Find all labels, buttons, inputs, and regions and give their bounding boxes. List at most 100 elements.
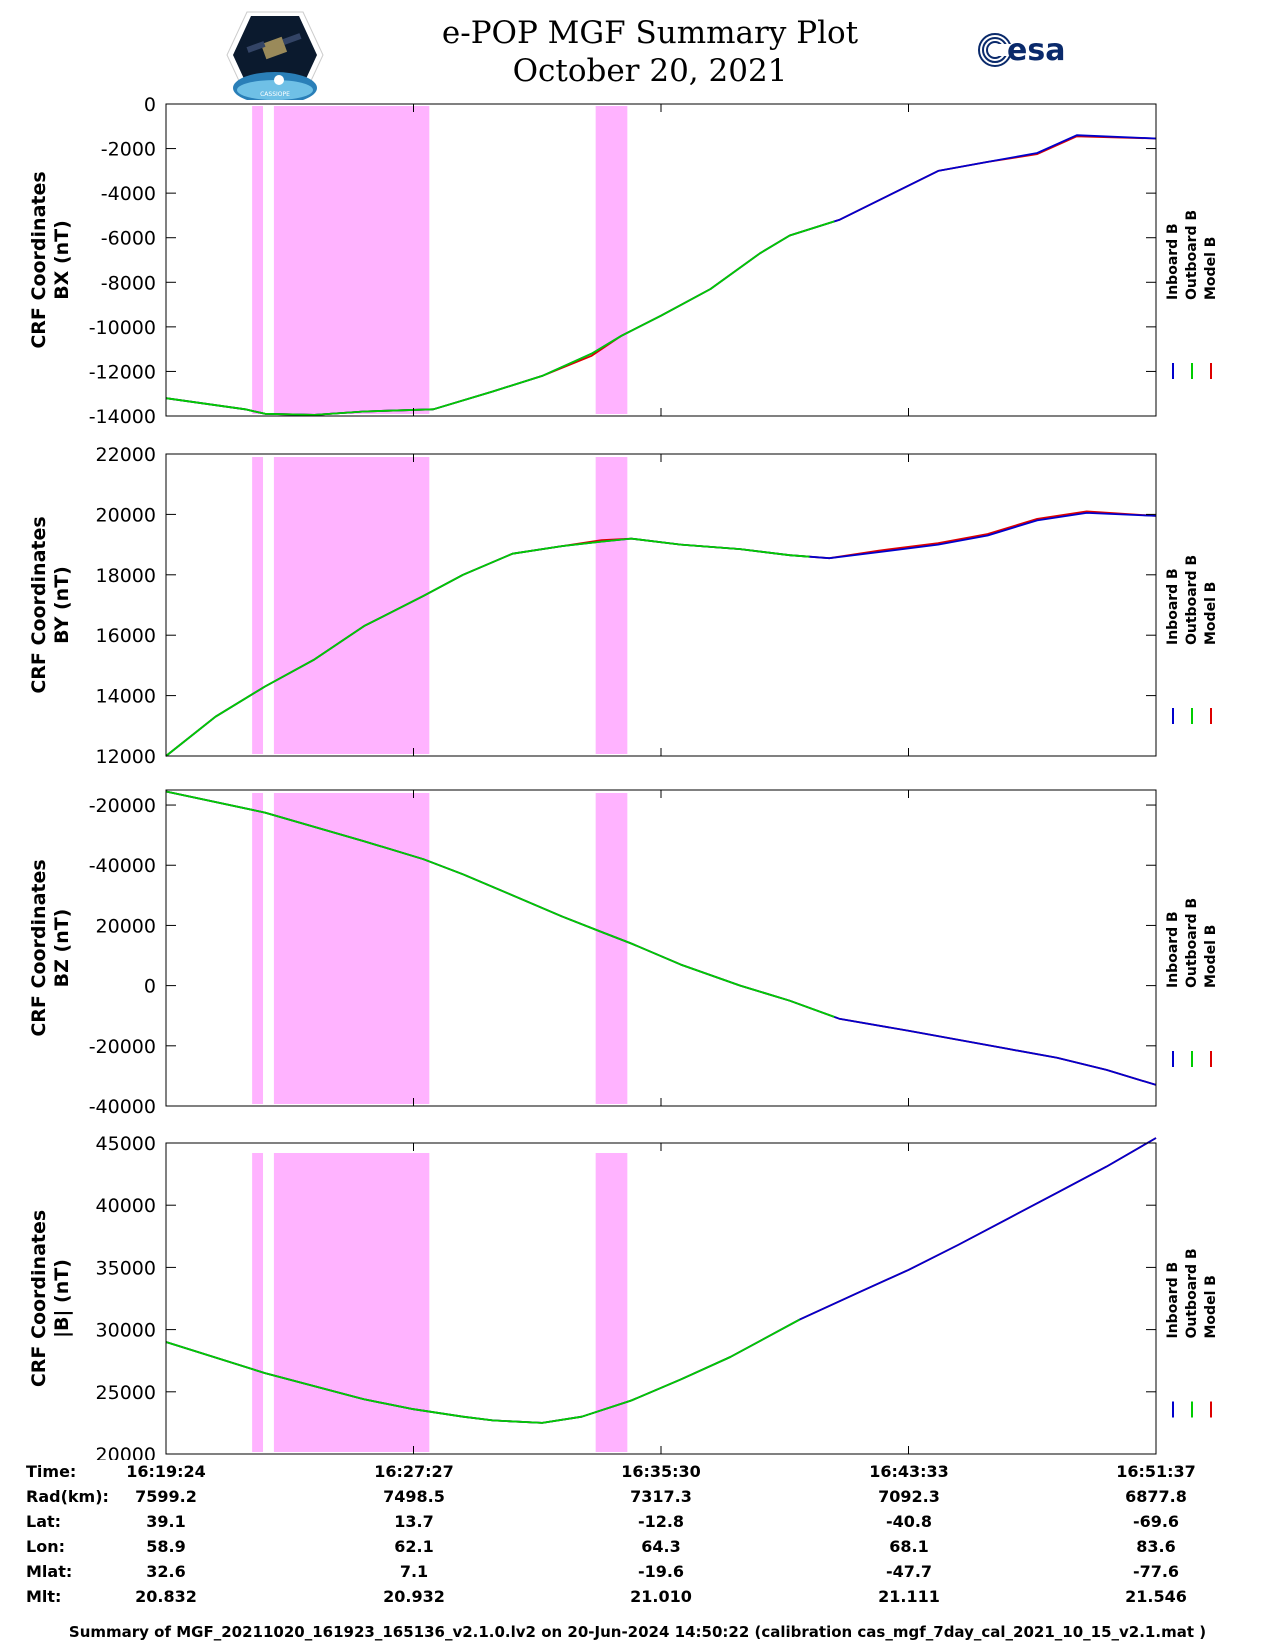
y-tick-label: -10000	[89, 317, 156, 339]
orbit-value: 13.7	[394, 1512, 434, 1531]
series-line-outboard-b	[165, 220, 835, 416]
y-axis-label: CRF CoordinatesBY (nT)	[28, 516, 73, 693]
shaded-interval-2	[273, 793, 430, 1104]
y-tick-label: 14000	[96, 686, 156, 708]
shaded-interval-1	[252, 1153, 264, 1452]
shaded-interval-2	[273, 1153, 430, 1452]
orbit-value: 21.546	[1125, 1587, 1187, 1606]
shaded-interval-2	[273, 106, 430, 414]
y-tick-label: -40000	[89, 855, 156, 877]
y-axis-label-line1: CRF Coordinates	[28, 171, 50, 348]
y-tick-label: -6000	[101, 228, 156, 250]
panel-2: 22000 20000 18000 16000 14000 12000 CRF Coordi…	[28, 444, 1219, 768]
y-tick-label: 0	[144, 976, 156, 998]
y-tick-label: -40000	[89, 1096, 156, 1118]
orbit-value: 7317.3	[630, 1487, 692, 1506]
orbit-value: -47.7	[885, 1562, 933, 1581]
orbit-value: 16:19:24	[126, 1462, 206, 1481]
header: CASSIOPE e-POP MGF Summary Plot October …	[0, 0, 1275, 104]
shaded-interval-3	[595, 793, 628, 1104]
shaded-interval-1	[252, 793, 264, 1104]
orbit-value: 83.6	[1136, 1537, 1176, 1556]
series-line-outboard-b	[165, 790, 835, 1018]
y-axis-label: CRF Coordinates|B| (nT)	[28, 1210, 73, 1387]
orbit-value: -12.8	[637, 1512, 685, 1531]
y-tick-label: -4000	[101, 183, 156, 205]
y-tick-label: 22000	[96, 444, 156, 466]
magnetometer-plots: 0 -2000 -4000 -6000 -8000 -10000 -12000 -14000 C…	[28, 94, 1219, 1460]
y-axis-label-line1: CRF Coordinates	[28, 859, 50, 1036]
y-tick-label: -20000	[89, 795, 156, 817]
y-tick-label: 20000	[96, 504, 156, 526]
orbit-value: 7.1	[399, 1562, 429, 1581]
y-tick-label: 0	[144, 94, 156, 116]
y-axis-label: CRF CoordinatesBZ (nT)	[28, 859, 73, 1036]
orbit-row-label: Lat:	[26, 1512, 62, 1531]
orbit-value: 39.1	[146, 1512, 186, 1531]
esa-logo: esa	[975, 30, 1095, 70]
legend-label: Inboard B	[1165, 1262, 1181, 1339]
orbit-row-label: Mlat:	[26, 1562, 73, 1581]
orbit-value: 20.832	[135, 1587, 197, 1606]
legend-label: Outboard B	[1184, 898, 1200, 988]
shaded-interval-3	[595, 1153, 628, 1452]
y-axis-label-line2: BY (nT)	[51, 566, 73, 644]
y-tick-label: 40000	[96, 1195, 156, 1217]
svg-text:esa: esa	[1007, 33, 1065, 68]
y-tick-label: -12000	[89, 361, 156, 383]
y-tick-label: 35000	[96, 1257, 156, 1279]
orbit-row-label: Rad(km):	[26, 1487, 109, 1506]
legend-label: Inboard B	[1165, 911, 1181, 988]
orbit-value: 62.1	[394, 1537, 434, 1556]
legend-label: Outboard B	[1184, 555, 1200, 645]
orbit-value: 7498.5	[383, 1487, 445, 1506]
orbit-row-label: Lon:	[26, 1537, 65, 1556]
y-tick-label: -2000	[101, 139, 156, 161]
panel-1: 0 -2000 -4000 -6000 -8000 -10000 -12000 -14000 C…	[28, 94, 1219, 428]
y-axis-label-line2: |B| (nT)	[51, 1259, 73, 1338]
shaded-interval-3	[595, 106, 628, 414]
series-line-outboard-b	[165, 1318, 801, 1424]
legend-label: Outboard B	[1184, 210, 1200, 300]
orbit-value: 68.1	[889, 1537, 929, 1556]
y-tick-label: -8000	[101, 272, 156, 294]
y-tick-label: 25000	[96, 1382, 156, 1404]
orbit-value: 7092.3	[878, 1487, 940, 1506]
y-tick-label: 16000	[96, 625, 156, 647]
series-line-outboard-b	[165, 537, 810, 757]
svg-text:CASSIOPE: CASSIOPE	[260, 91, 290, 98]
orbit-value: -69.6	[1132, 1512, 1180, 1531]
y-axis-label-line1: CRF Coordinates	[28, 516, 50, 693]
footer-note: Summary of MGF_20211020_161923_165136_v2…	[68, 1623, 1207, 1641]
title-block: e-POP MGF Summary Plot October 20, 2021	[400, 14, 900, 90]
orbit-row-label: Time:	[26, 1462, 77, 1481]
orbit-value: 7599.2	[135, 1487, 197, 1506]
orbit-value: 58.9	[146, 1537, 186, 1556]
orbit-value: 16:51:37	[1116, 1462, 1196, 1481]
shaded-interval-3	[595, 457, 628, 754]
legend-label: Model B	[1203, 925, 1219, 988]
y-axis-label-line2: BZ (nT)	[51, 909, 73, 988]
y-tick-label: 18000	[96, 565, 156, 587]
orbit-value: 20.932	[383, 1587, 445, 1606]
page-date: October 20, 2021	[512, 53, 788, 89]
legend-label: Model B	[1203, 237, 1219, 300]
orbit-info-table: Time: Rad(km): Lat: Lon: Mlat: Mlt: 16:19:24 75…	[0, 1462, 1275, 1612]
legend-label: Inboard B	[1165, 568, 1181, 645]
orbit-value: 64.3	[641, 1537, 681, 1556]
y-tick-label: 12000	[96, 746, 156, 768]
cassiope-satellite-logo: CASSIOPE	[225, 10, 325, 104]
y-tick-label: -14000	[89, 406, 156, 428]
orbit-value: 16:27:27	[374, 1462, 454, 1481]
panel-4: 45000 40000 35000 30000 25000 20000 CRF Coordi…	[28, 1133, 1219, 1460]
orbit-value: 16:35:30	[621, 1462, 701, 1481]
y-tick-label: 20000	[96, 915, 156, 937]
orbit-value: 21.010	[630, 1587, 692, 1606]
panel-3: -20000 -40000 20000 0 -20000 -40000 CRF Coordi…	[28, 789, 1219, 1118]
orbit-value: 32.6	[146, 1562, 186, 1581]
y-tick-label: 20000	[96, 1444, 156, 1460]
legend-label: Model B	[1203, 582, 1219, 645]
legend-label: Model B	[1203, 1275, 1219, 1338]
y-axis-label: CRF CoordinatesBX (nT)	[28, 171, 73, 348]
y-axis-label-line2: BX (nT)	[51, 220, 73, 300]
